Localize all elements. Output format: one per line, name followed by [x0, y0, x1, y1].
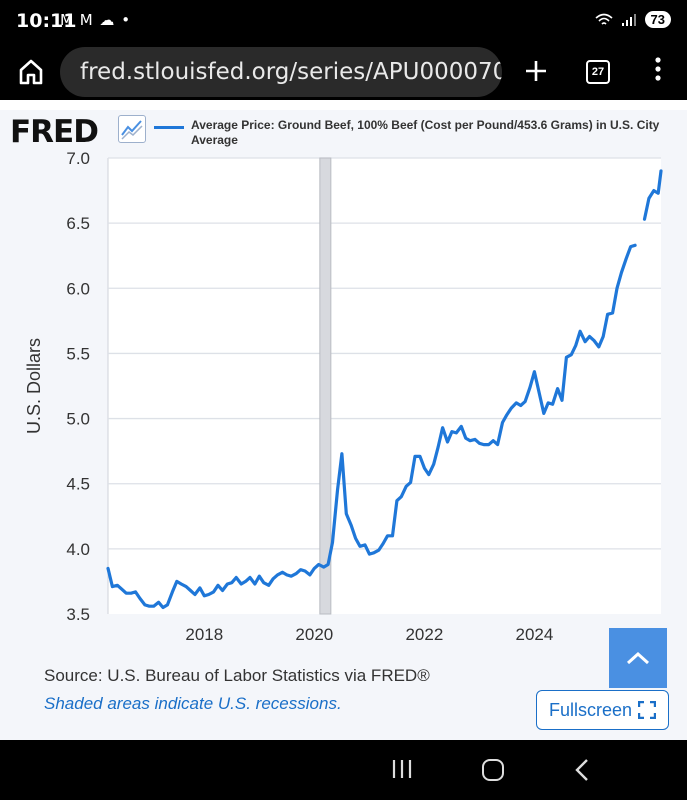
y-tick-labels: 3.5 4.0 4.5 5.0 5.5 6.0 6.5 7.0 — [66, 152, 90, 624]
tab-switcher-button[interactable]: 27 — [586, 60, 610, 84]
browser-toolbar: fred.stlouisfed.org/series/APU000070 27 — [0, 44, 687, 100]
more-vert-icon — [655, 57, 661, 81]
y-tick-label: 6.0 — [66, 279, 90, 298]
legend-swatch — [154, 126, 184, 129]
home-icon — [19, 59, 43, 85]
source-note: Source: U.S. Bureau of Labor Statistics … — [44, 666, 430, 685]
more-menu-button[interactable] — [648, 56, 668, 82]
fullscreen-label: Fullscreen — [548, 699, 633, 720]
x-tick-labels: 20182020202220242026 — [185, 625, 663, 644]
fullscreen-button[interactable]: Fullscreen — [536, 690, 669, 730]
page-top-strip — [0, 100, 687, 110]
scroll-to-top-button[interactable] — [609, 628, 667, 688]
data-series — [106, 169, 663, 610]
y-tick-label: 4.5 — [66, 475, 90, 494]
page-content: FRED Average Price: Ground Beef, 100% Be… — [0, 100, 687, 740]
x-tick-label: 2018 — [185, 625, 223, 644]
new-tab-button[interactable] — [520, 52, 552, 92]
line-chart: 3.5 4.0 4.5 5.0 5.5 6.0 6.5 7.0 2018 2020 2022 202… — [24, 152, 663, 644]
fullscreen-icon — [638, 701, 657, 719]
back-button[interactable] — [574, 757, 590, 788]
status-bar: 10:11 M M ☁ • 73 — [0, 0, 687, 44]
y-tick-label: 4.0 — [66, 540, 90, 559]
back-icon — [575, 759, 588, 781]
signal-icon — [621, 13, 636, 26]
y-tick-label: 5.5 — [66, 344, 90, 363]
recession-note-link[interactable]: Shaded areas indicate U.S. recessions. — [44, 694, 342, 713]
legend-label: Average Price: Ground Beef, 100% Beef (C… — [191, 118, 660, 147]
gridlines — [107, 157, 661, 614]
plot-area — [108, 158, 661, 614]
fred-chart-icon — [118, 115, 146, 143]
recession-band — [319, 157, 332, 615]
home-button[interactable] — [14, 56, 48, 88]
y-tick-label: 7.0 — [66, 152, 90, 168]
y-axis-label: U.S. Dollars — [24, 338, 44, 434]
y-tick-label: 6.5 — [66, 214, 90, 233]
x-tick-label: 2024 — [516, 625, 554, 644]
wifi-icon — [595, 13, 613, 25]
series-line — [106, 243, 637, 610]
url-text: fred.stlouisfed.org/series/APU000070 — [80, 59, 502, 85]
x-tick-label: 2022 — [405, 625, 443, 644]
fred-logo[interactable]: FRED — [10, 114, 99, 150]
system-icons: 73 — [595, 11, 671, 28]
plus-icon — [526, 61, 546, 81]
x-tick-label: 2020 — [295, 625, 333, 644]
status-time: 10:11 — [16, 10, 77, 32]
battery-level: 73 — [644, 11, 671, 28]
recents-button[interactable] — [390, 758, 414, 785]
address-bar[interactable]: fred.stlouisfed.org/series/APU000070 — [60, 47, 502, 97]
series-line — [642, 169, 663, 221]
recession-shading — [319, 157, 332, 615]
system-nav-bar — [0, 740, 687, 800]
nav-home-button[interactable] — [482, 759, 504, 781]
chevron-up-icon — [626, 651, 650, 665]
y-tick-label: 5.0 — [66, 410, 90, 429]
recents-icon — [392, 760, 412, 778]
notification-icons: M M ☁ • — [60, 11, 132, 29]
y-tick-label: 3.5 — [66, 605, 90, 624]
